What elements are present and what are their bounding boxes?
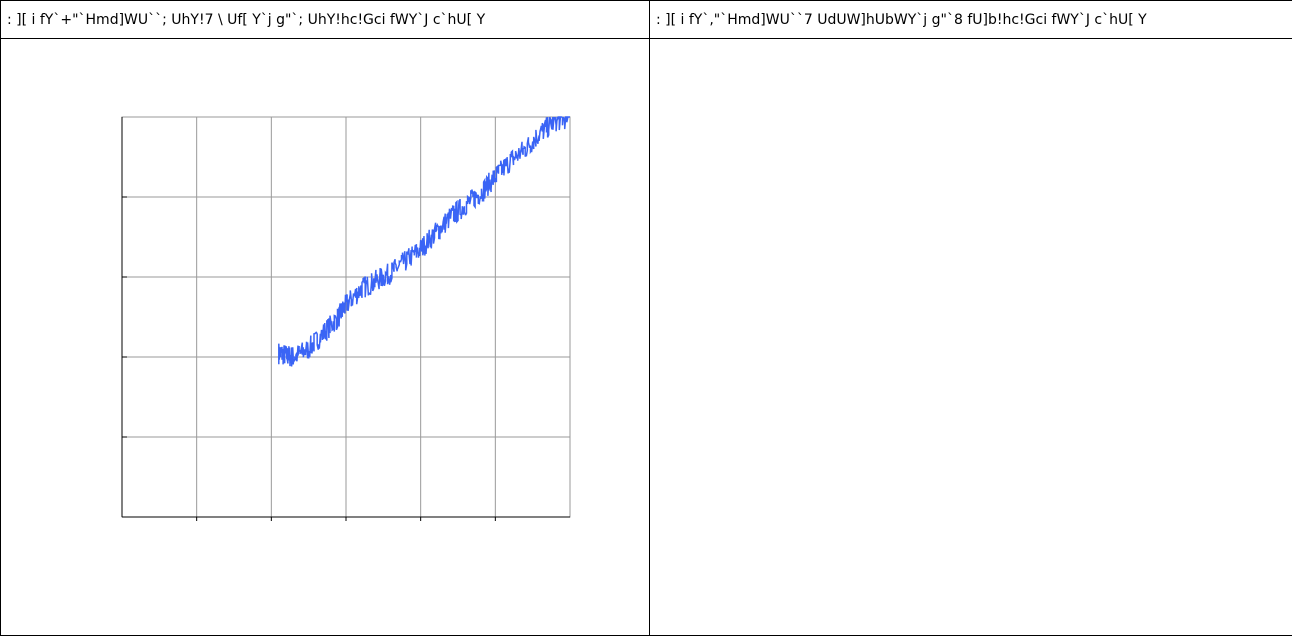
series-line-0: [278, 116, 570, 367]
figure-caption-left: : ][ i fY`+"`Hmd]WU``; UhY!7 \ Uf[ Y`j g…: [0, 0, 650, 39]
capacitance-chart-empty: [650, 39, 1292, 636]
chart-cell-right: [649, 38, 1292, 636]
figure-caption-right: : ][ i fY`,"`Hmd]WU``7 UdUW]hUbWY`j g"`8…: [649, 0, 1292, 39]
chart-cell-left: [0, 38, 650, 636]
voltage-chart: [121, 116, 571, 521]
